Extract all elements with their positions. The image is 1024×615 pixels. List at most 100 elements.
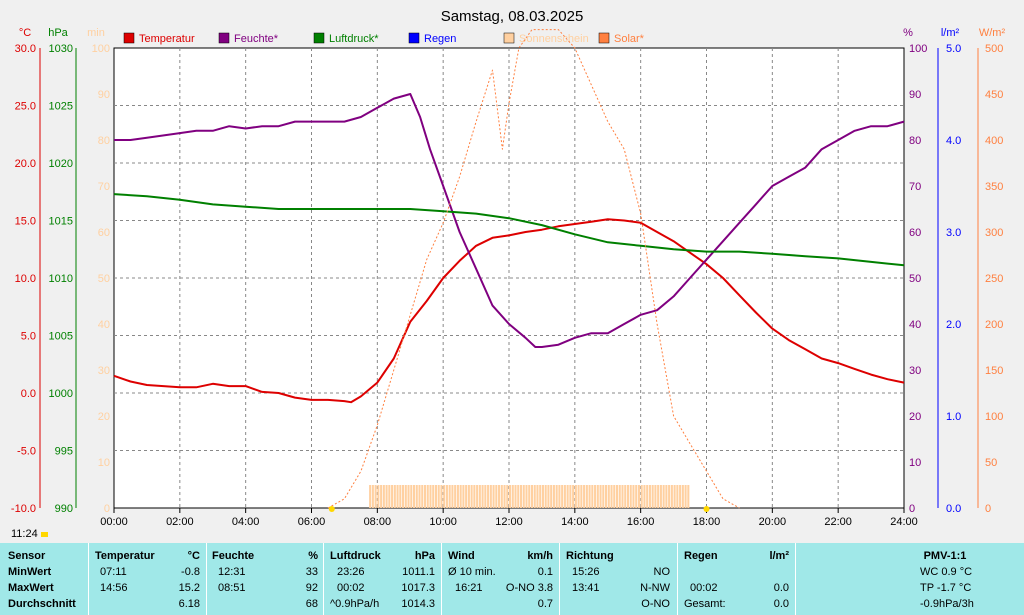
sunshine-bar (618, 485, 621, 508)
humidity-tick-label: 30 (909, 365, 921, 377)
max-temp-time: 14:56 (100, 582, 128, 594)
sun-marker (703, 506, 710, 512)
sunshine-bar (632, 485, 635, 508)
sunshine-bar (610, 485, 613, 508)
humidity-tick-label: 60 (909, 227, 921, 239)
sunshine-bar (640, 485, 643, 508)
sunshine-bar (429, 485, 432, 508)
humidity-tick-label: 90 (909, 89, 921, 101)
min-temp-value: -0.8 (181, 566, 200, 578)
pressure-tick-label: 1005 (49, 331, 73, 343)
sunshine-bar (651, 485, 654, 508)
column-divider (206, 543, 207, 615)
chart-area: Samstag, 08.03.2025 Temperatur Feuchte* Luf… (10, 8, 1006, 540)
sunshine-bar (583, 485, 586, 508)
sunshine-bar (489, 485, 492, 508)
sunshine-bar (599, 485, 602, 508)
sunshine-bar (684, 485, 687, 508)
sunshine-bar (374, 485, 377, 508)
sunshine-bar (621, 485, 624, 508)
x-tick-label: 22:00 (824, 516, 852, 528)
humidity-unit-label: % (903, 27, 913, 39)
max-rain-value: 0.0 (773, 582, 789, 594)
sunshine-bar (681, 485, 684, 508)
sunshine-bar (456, 485, 459, 508)
avg-wind-value: 0.7 (537, 598, 553, 610)
pressure-tick-label: 1020 (49, 158, 73, 170)
series-line (113, 218, 905, 404)
temp-tick-label: 20.0 (15, 158, 36, 170)
sunshine-bar (607, 485, 610, 508)
sunshine-bar (536, 485, 539, 508)
sunshine-bar (459, 485, 462, 508)
sunshine-bar (602, 485, 605, 508)
minutes-tick-label: 20 (98, 411, 110, 423)
chart-title: Samstag, 08.03.2025 (441, 8, 584, 25)
sunshine-bar (662, 485, 665, 508)
row-label-max: MaxWert (8, 582, 54, 594)
sunshine-bar (539, 485, 542, 508)
sunshine-bar (591, 485, 594, 508)
max-hum-value: 92 (305, 582, 318, 594)
temp-tick-label: 15.0 (15, 216, 36, 228)
pressure-unit-label: hPa (48, 27, 68, 39)
sunshine-bar (503, 485, 506, 508)
row-label-min: MinWert (8, 566, 52, 578)
sunshine-bar (492, 485, 495, 508)
max-pmv-value: TP -1.7 °C (920, 582, 972, 594)
legend-label: Solar* (614, 33, 645, 45)
sunshine-bar (478, 485, 481, 508)
sunshine-bar (533, 485, 536, 508)
sunshine-bar (519, 485, 523, 508)
humidity-tick-label: 80 (909, 135, 921, 147)
sunshine-bar (371, 485, 374, 508)
sunshine-bar (396, 485, 399, 508)
sunshine-bar (687, 485, 690, 508)
legend-label: Feuchte* (234, 33, 279, 45)
sunshine-bar (404, 485, 407, 508)
minutes-tick-label: 40 (98, 319, 110, 331)
sunshine-bar (377, 485, 380, 508)
pressure-tick-label: 990 (55, 503, 73, 515)
header-feuchte: Feuchte (212, 550, 255, 562)
temp-tick-label: 0.0 (21, 388, 36, 400)
weather-chart: Samstag, 08.03.2025 Temperatur Feuchte* Luf… (11, 8, 1006, 528)
minutes-tick-label: 80 (98, 135, 110, 147)
legend-swatch (123, 32, 135, 44)
pressure-tick-label: 1000 (49, 388, 73, 400)
min-dir-time: 15:26 (572, 566, 600, 578)
sunshine-bar (451, 485, 454, 508)
temp-tick-label: 10.0 (15, 273, 36, 285)
max-press-time: 00:02 (337, 582, 365, 594)
sunshine-bar (399, 485, 402, 508)
pressure-tick-label: 1030 (49, 43, 73, 55)
legend-swatch (218, 32, 230, 44)
header-luftdruck: Luftdruck (330, 550, 381, 562)
sunshine-bar (676, 485, 679, 508)
sunshine-bar (624, 485, 627, 508)
avg-temp-value: 6.18 (178, 598, 200, 610)
min-press-time: 23:26 (337, 566, 365, 578)
rain-tick-label: 2.0 (946, 319, 961, 331)
sunshine-bar (481, 485, 484, 508)
humidity-tick-label: 40 (909, 319, 921, 331)
x-tick-label: 24:00 (890, 516, 918, 528)
rain-unit-label: l/m² (941, 27, 960, 39)
sunshine-bar (637, 485, 640, 508)
sun-marker (328, 506, 335, 512)
minutes-tick-label: 100 (92, 43, 110, 55)
avg-pmv-value: -0.9hPa/3h (920, 598, 974, 610)
sunshine-bar (437, 485, 440, 508)
max-press-value: 1017.3 (401, 582, 435, 594)
sunshine-bar (561, 485, 564, 508)
sunshine-bar (421, 485, 424, 508)
sunshine-bar (569, 485, 572, 508)
sunshine-bar (473, 485, 476, 508)
temp-tick-label: 5.0 (21, 331, 36, 343)
sunshine-bar (388, 485, 391, 508)
avg-rain-value: 0.0 (773, 598, 789, 610)
sunshine-bar (423, 485, 427, 508)
legend-swatch (313, 32, 325, 44)
solar-tick-label: 50 (985, 457, 997, 469)
sunshine-bar (412, 485, 416, 508)
